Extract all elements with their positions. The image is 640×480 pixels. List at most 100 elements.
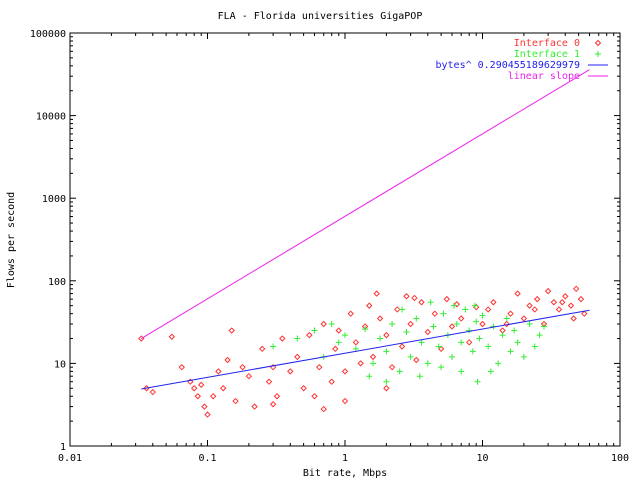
data-point — [544, 287, 552, 295]
data-point — [424, 328, 431, 336]
y-tick-label: 10 — [54, 359, 66, 370]
data-point — [300, 385, 307, 392]
data-point — [352, 339, 360, 346]
data-point — [383, 378, 390, 385]
data-point — [514, 290, 521, 297]
data-point — [273, 393, 281, 400]
data-point — [448, 353, 455, 360]
data-point — [416, 373, 423, 380]
data-point — [311, 393, 318, 400]
y-tick-label: 100 — [48, 277, 66, 288]
data-point — [342, 332, 348, 339]
data-point — [328, 320, 335, 327]
data-point — [245, 372, 253, 380]
data-point — [341, 397, 349, 405]
data-point — [526, 320, 533, 327]
data-point — [265, 378, 273, 385]
axis-tick-labels: 0.01 0.1 1 10 100 1 10 100 1000 10000 100000 — [30, 29, 629, 464]
data-point — [465, 339, 473, 346]
series-line — [141, 69, 590, 339]
data-point — [526, 302, 533, 309]
data-point — [424, 360, 431, 367]
series-layer — [138, 69, 590, 418]
data-point — [559, 299, 566, 306]
legend-marker — [594, 39, 602, 47]
legend-label: Interface 0 — [514, 38, 580, 49]
data-point — [458, 368, 465, 375]
data-point — [407, 353, 414, 360]
data-point — [369, 353, 377, 361]
data-point — [581, 310, 588, 317]
x-tick-label: 0.01 — [58, 453, 82, 464]
data-point — [462, 306, 469, 313]
data-point — [507, 348, 514, 355]
data-point — [479, 312, 486, 319]
data-point — [520, 315, 528, 322]
data-point — [550, 299, 558, 306]
data-point — [479, 320, 486, 328]
data-point — [507, 310, 514, 317]
data-point — [279, 335, 286, 342]
data-point — [328, 378, 335, 385]
data-point — [448, 323, 456, 330]
data-point — [431, 310, 439, 317]
data-point — [215, 368, 222, 375]
data-point — [418, 339, 425, 346]
data-point — [572, 285, 580, 293]
data-point — [376, 315, 384, 322]
data-point — [383, 385, 390, 392]
data-point — [499, 332, 506, 339]
data-point — [399, 306, 406, 313]
data-point — [430, 323, 437, 330]
data-point — [457, 315, 465, 322]
data-point — [514, 339, 521, 346]
y-axis-label: Flows per second — [6, 192, 17, 288]
data-point — [484, 306, 492, 313]
data-point — [332, 345, 339, 353]
data-point — [540, 323, 547, 330]
data-point — [362, 326, 369, 333]
data-point — [219, 385, 227, 392]
data-point — [567, 302, 575, 309]
data-point — [458, 339, 465, 346]
data-point — [403, 293, 410, 300]
data-point — [570, 315, 577, 322]
data-point — [473, 318, 480, 325]
axis-ticks — [69, 32, 621, 447]
y-tick-label: 1 — [60, 442, 66, 453]
data-point — [440, 310, 447, 317]
series-0 — [138, 285, 588, 418]
data-point — [398, 343, 406, 350]
data-point — [413, 356, 420, 364]
data-point — [437, 345, 445, 353]
data-point — [490, 299, 497, 306]
data-point — [531, 343, 538, 350]
data-point — [555, 306, 563, 313]
series-2 — [141, 309, 590, 390]
data-point — [287, 368, 294, 375]
data-point — [347, 310, 354, 317]
data-point — [577, 295, 585, 303]
data-point — [474, 378, 481, 385]
data-point — [251, 403, 258, 410]
data-point — [201, 403, 208, 410]
data-point — [198, 381, 205, 389]
data-point — [413, 315, 420, 322]
data-point — [316, 363, 323, 371]
legend-label: Interface 1 — [514, 49, 580, 60]
data-point — [194, 393, 202, 400]
y-tick-label: 100000 — [30, 29, 66, 40]
data-point — [469, 348, 476, 355]
data-point — [407, 320, 414, 328]
data-point — [168, 333, 176, 340]
data-point — [357, 360, 364, 367]
data-point — [269, 401, 277, 408]
x-axis-label: Bit rate, Mbps — [303, 468, 387, 479]
data-point — [487, 368, 494, 375]
data-point — [320, 405, 327, 413]
data-point — [224, 356, 231, 364]
chart-title: FLA - Florida universities GigaPOP — [218, 11, 423, 22]
legend-label: bytes^ 0.290455189629979 — [436, 60, 581, 71]
